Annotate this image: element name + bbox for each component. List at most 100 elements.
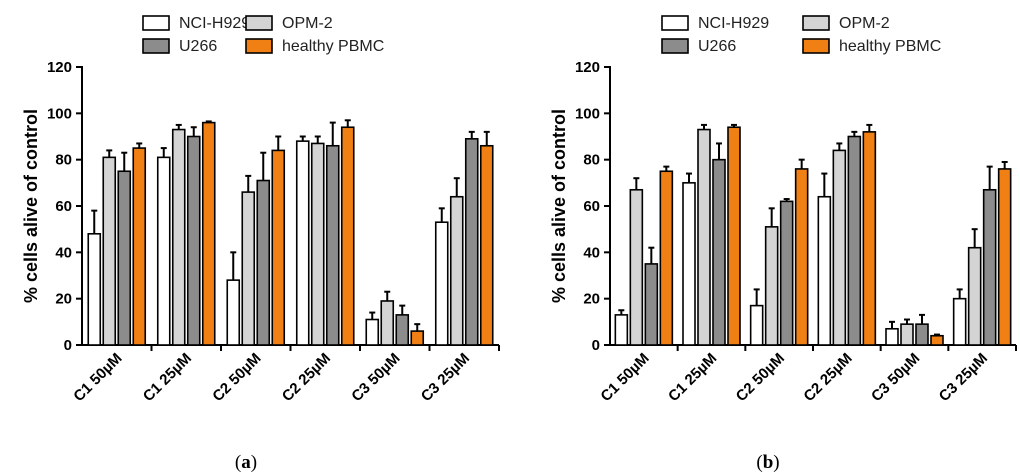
x-axis: C1 50µM C1 25µM C2 50µM C2 25µM C3 50µM C3 25… <box>597 344 1017 405</box>
x-tick-label: C2 25µM <box>279 350 334 405</box>
bar <box>682 182 696 346</box>
y-tick-label: 80 <box>583 152 600 169</box>
legend-label: healthy PBMC <box>282 38 384 55</box>
bar <box>201 121 216 346</box>
panel-label: (b) <box>756 452 779 473</box>
legend-label: healthy PBMC <box>839 38 941 55</box>
x-tick-label: C1 50µM <box>70 350 125 405</box>
y-tick-label: 80 <box>55 152 72 169</box>
bar <box>727 126 741 346</box>
legend-label: U266 <box>698 38 736 55</box>
legend-label: OPM-2 <box>282 15 333 32</box>
y-tick-label: 100 <box>47 105 72 122</box>
x-axis: C1 50µM C1 25µM C2 50µM C2 25µM C3 50µM C3 25… <box>70 344 500 405</box>
bar <box>847 135 862 346</box>
x-tick-label: C2 25µM <box>800 350 855 405</box>
bar <box>930 334 944 346</box>
bar <box>697 128 711 346</box>
y-axis-label: % cells alive of control <box>21 109 41 303</box>
chart-panel-a: NCI-H929 OPM-2 U266 healthy PBMC 0 20 40 60 80 10… <box>21 15 500 473</box>
bar <box>982 188 997 346</box>
bar <box>340 126 355 346</box>
legend-swatch <box>802 15 830 31</box>
legend-swatch <box>142 38 170 54</box>
bar <box>226 279 241 346</box>
bar <box>171 128 186 346</box>
y-tick-label: 20 <box>583 291 600 308</box>
y-tick-label: 0 <box>592 337 600 354</box>
bar <box>644 263 659 346</box>
bar <box>764 226 779 346</box>
y-tick-label: 120 <box>575 59 600 76</box>
bar <box>87 233 102 346</box>
legend-swatch <box>245 15 273 31</box>
bar <box>271 149 286 346</box>
y-tick-label: 20 <box>55 291 72 308</box>
bar <box>102 156 117 346</box>
bar <box>629 188 644 346</box>
bar <box>241 191 256 346</box>
x-tick-label: C2 50µM <box>733 350 788 405</box>
y-tick-label: 60 <box>55 198 72 215</box>
x-tick-label: C1 50µM <box>597 350 652 405</box>
bar <box>464 138 479 346</box>
bar <box>186 135 201 346</box>
x-tick-label: C3 25µM <box>418 350 473 405</box>
y-axis: 0 20 40 60 80 100 120 % cells alive of control <box>549 59 611 354</box>
legend-swatch <box>245 38 273 54</box>
bar <box>900 323 914 346</box>
chart-panel-b: NCI-H929 OPM-2 U266 healthy PBMC 0 20 40 60 80 10… <box>549 15 1017 473</box>
legend-label: NCI-H929 <box>698 15 769 32</box>
bar <box>794 168 809 346</box>
y-tick-label: 40 <box>583 244 600 261</box>
bar <box>915 323 929 346</box>
legend: NCI-H929 OPM-2 U266 healthy PBMC <box>142 15 384 55</box>
legend-label: OPM-2 <box>839 15 890 32</box>
legend-label: U266 <box>179 38 217 55</box>
legend-swatch <box>661 38 689 54</box>
bar <box>117 170 132 346</box>
y-axis-label: % cells alive of control <box>549 109 569 303</box>
legend-swatch <box>802 38 830 54</box>
y-tick-label: 60 <box>583 198 600 215</box>
bar <box>659 170 674 346</box>
bar <box>295 140 310 346</box>
legend: NCI-H929 OPM-2 U266 healthy PBMC <box>661 15 941 55</box>
bar <box>395 314 410 346</box>
bar <box>479 144 494 346</box>
bar <box>434 221 449 346</box>
panel-label: (a) <box>235 452 257 473</box>
bar <box>365 318 380 346</box>
bar <box>967 246 982 346</box>
bar <box>449 195 464 346</box>
y-tick-label: 120 <box>47 59 72 76</box>
y-axis: 0 20 40 60 80 100 120 % cells alive of control <box>21 59 83 354</box>
legend-swatch <box>661 15 689 31</box>
bar <box>862 131 877 346</box>
bar <box>256 179 271 346</box>
y-tick-label: 40 <box>55 244 72 261</box>
legend-swatch <box>142 15 170 31</box>
bar <box>952 297 967 346</box>
bar <box>132 147 147 346</box>
bar <box>817 195 832 346</box>
x-tick-label: C1 25µM <box>665 350 720 405</box>
x-tick-label: C3 50µM <box>348 350 403 405</box>
bar <box>380 300 395 346</box>
bar <box>325 144 340 346</box>
bar <box>410 330 425 346</box>
x-tick-label: C3 25µM <box>936 350 991 405</box>
bar <box>885 327 899 346</box>
x-tick-label: C1 25µM <box>140 350 195 405</box>
bar <box>997 168 1012 346</box>
x-tick-label: C2 50µM <box>209 350 264 405</box>
bar <box>779 200 794 346</box>
bar <box>749 304 764 346</box>
x-tick-label: C3 50µM <box>868 350 923 405</box>
legend-label: NCI-H929 <box>179 15 250 32</box>
bar <box>712 158 726 346</box>
bar <box>614 314 629 346</box>
bar <box>832 149 847 346</box>
y-tick-label: 0 <box>64 337 72 354</box>
